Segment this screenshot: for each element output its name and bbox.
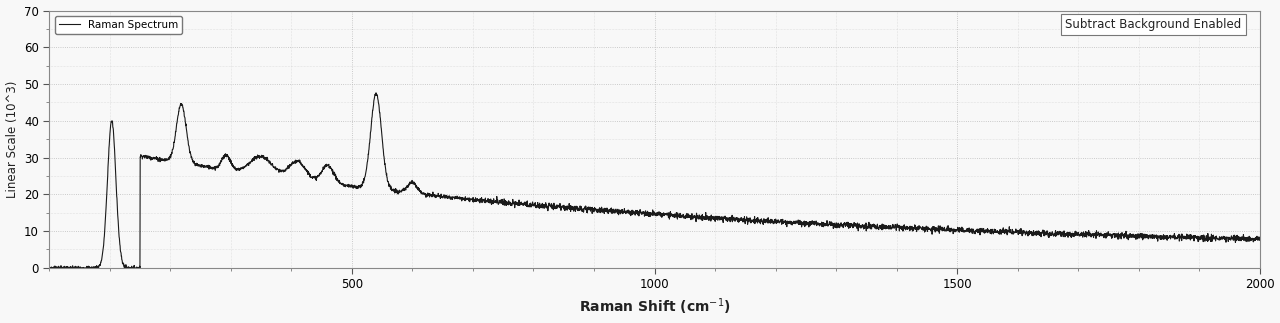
Raman Spectrum xyxy=(1252,238,1267,242)
Raman Spectrum xyxy=(504,202,520,206)
Raman Spectrum xyxy=(945,228,960,232)
X-axis label: Raman Shift (cm$^{-1}$): Raman Shift (cm$^{-1}$) xyxy=(579,297,731,318)
Raman Spectrum xyxy=(829,226,845,230)
Legend: Raman Spectrum: Raman Spectrum xyxy=(55,16,182,34)
Raman Spectrum xyxy=(1037,232,1052,236)
Raman Spectrum xyxy=(369,91,384,95)
Y-axis label: Linear Scale (10^3): Linear Scale (10^3) xyxy=(5,80,18,198)
Raman Spectrum xyxy=(262,160,278,164)
Line: Raman Spectrum: Raman Spectrum xyxy=(50,93,1260,268)
Raman Spectrum xyxy=(42,265,58,268)
Text: Subtract Background Enabled: Subtract Background Enabled xyxy=(1065,18,1242,31)
Raman Spectrum xyxy=(42,266,58,270)
Raman Spectrum xyxy=(768,217,783,221)
